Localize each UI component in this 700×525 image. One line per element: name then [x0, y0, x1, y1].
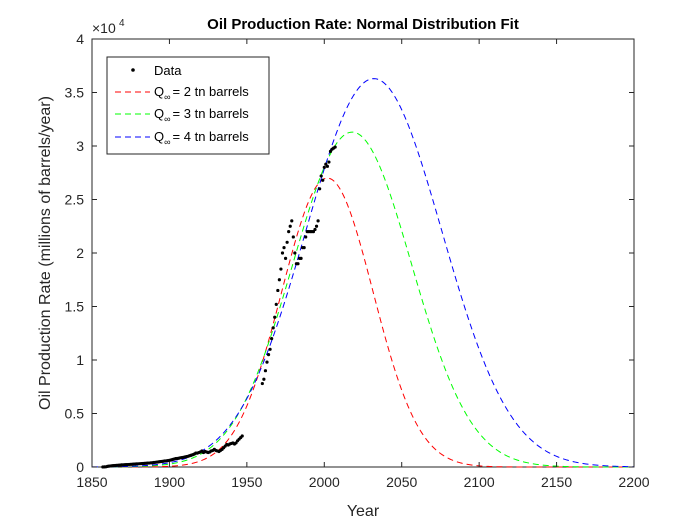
x-tick-label: 2200: [618, 474, 649, 490]
legend-fit-3tn-label: Q∞ = 3 tn barrels: [154, 106, 249, 124]
data-point: [263, 369, 268, 373]
y-tick-label: 2.5: [65, 192, 85, 208]
data-point: [285, 240, 289, 244]
data-point: [319, 174, 323, 178]
data-point: [273, 315, 277, 319]
y-exponent-power: 4: [119, 18, 125, 29]
data-point: [325, 164, 329, 168]
y-tick-label: 2: [76, 245, 84, 261]
data-point: [279, 267, 283, 271]
data-point: [270, 337, 274, 341]
legend-item-fit-4tn: Q∞ = 4 tn barrels: [115, 129, 249, 147]
legend-data-label: Data: [154, 63, 182, 78]
legend-fit-2tn-label: Q∞ = 2 tn barrels: [154, 84, 249, 102]
y-axis-label: Oil Production Rate (millions of barrels…: [37, 96, 54, 410]
data-point: [296, 262, 300, 266]
x-tick-label: 2050: [386, 474, 417, 490]
x-tick-label: 2100: [464, 474, 495, 490]
y-tick-label: 4: [76, 31, 84, 47]
data-point: [282, 246, 286, 250]
data-point: [268, 347, 272, 351]
x-tick-label: 2000: [309, 474, 340, 490]
y-tick-label: 3: [76, 138, 84, 154]
data-point: [333, 145, 337, 149]
y-exponent-base: ×10: [92, 20, 116, 36]
data-point: [291, 235, 295, 239]
y-tick-label: 3.5: [65, 85, 85, 101]
data-point: [299, 256, 303, 260]
x-axis-label: Year: [347, 503, 380, 520]
x-tick-label: 1850: [76, 474, 107, 490]
data-point: [293, 251, 297, 255]
data-point: [240, 434, 244, 438]
y-tick-label: 0: [76, 459, 84, 475]
data-point: [321, 178, 325, 182]
axis-ticks: [91, 38, 635, 468]
legend-box: [106, 56, 270, 155]
x-tick-label: 2150: [541, 474, 572, 490]
data-point: [262, 377, 266, 381]
y-exponent-label: ×10 4: [92, 18, 125, 36]
fit-curves: [91, 78, 635, 468]
data-point: [260, 381, 264, 386]
data-points: [101, 145, 337, 469]
legend-fit-4tn-label: Q∞ = 4 tn barrels: [154, 129, 249, 147]
data-point: [265, 360, 269, 364]
data-point: [327, 160, 331, 164]
data-point: [302, 246, 306, 250]
data-point: [304, 235, 308, 239]
data-point: [277, 278, 281, 282]
fit-curve-4tn: [91, 78, 635, 468]
tick-labels: 1850 1900 1950 2000 2050 2100 2150 2200 0 0.5 1 1.5…: [65, 31, 650, 490]
data-point: [266, 353, 271, 357]
chart-title: Oil Production Rate: Normal Distribution…: [207, 16, 519, 33]
legend-item-data: Data: [131, 63, 182, 78]
data-point: [283, 256, 288, 260]
data-point: [290, 219, 294, 223]
data-point: [280, 251, 285, 255]
x-tick-label: 1900: [154, 474, 185, 490]
data-point: [318, 187, 322, 191]
data-point: [288, 224, 292, 228]
legend-data-marker: [131, 68, 135, 72]
data-point: [271, 326, 275, 330]
fit-curve-2tn: [92, 177, 634, 468]
y-tick-label: 0.5: [65, 406, 85, 422]
data-point: [322, 165, 326, 169]
y-tick-label: 1: [76, 352, 84, 368]
fit-curve-3tn: [92, 131, 634, 468]
legend-item-fit-3tn: Q∞ = 3 tn barrels: [115, 106, 249, 124]
data-point: [314, 224, 319, 228]
y-tick-label: 1.5: [65, 299, 85, 315]
data-point: [316, 219, 320, 223]
data-point: [276, 288, 280, 293]
data-point: [274, 302, 278, 306]
x-tick-label: 1950: [231, 474, 262, 490]
data-point: [313, 227, 317, 232]
legend-item-fit-2tn: Q∞ = 2 tn barrels: [115, 84, 249, 102]
data-point: [287, 230, 291, 234]
legend: Data Q∞ = 2 tn barrels Q∞ = 3 tn barrels Q…: [106, 56, 270, 155]
